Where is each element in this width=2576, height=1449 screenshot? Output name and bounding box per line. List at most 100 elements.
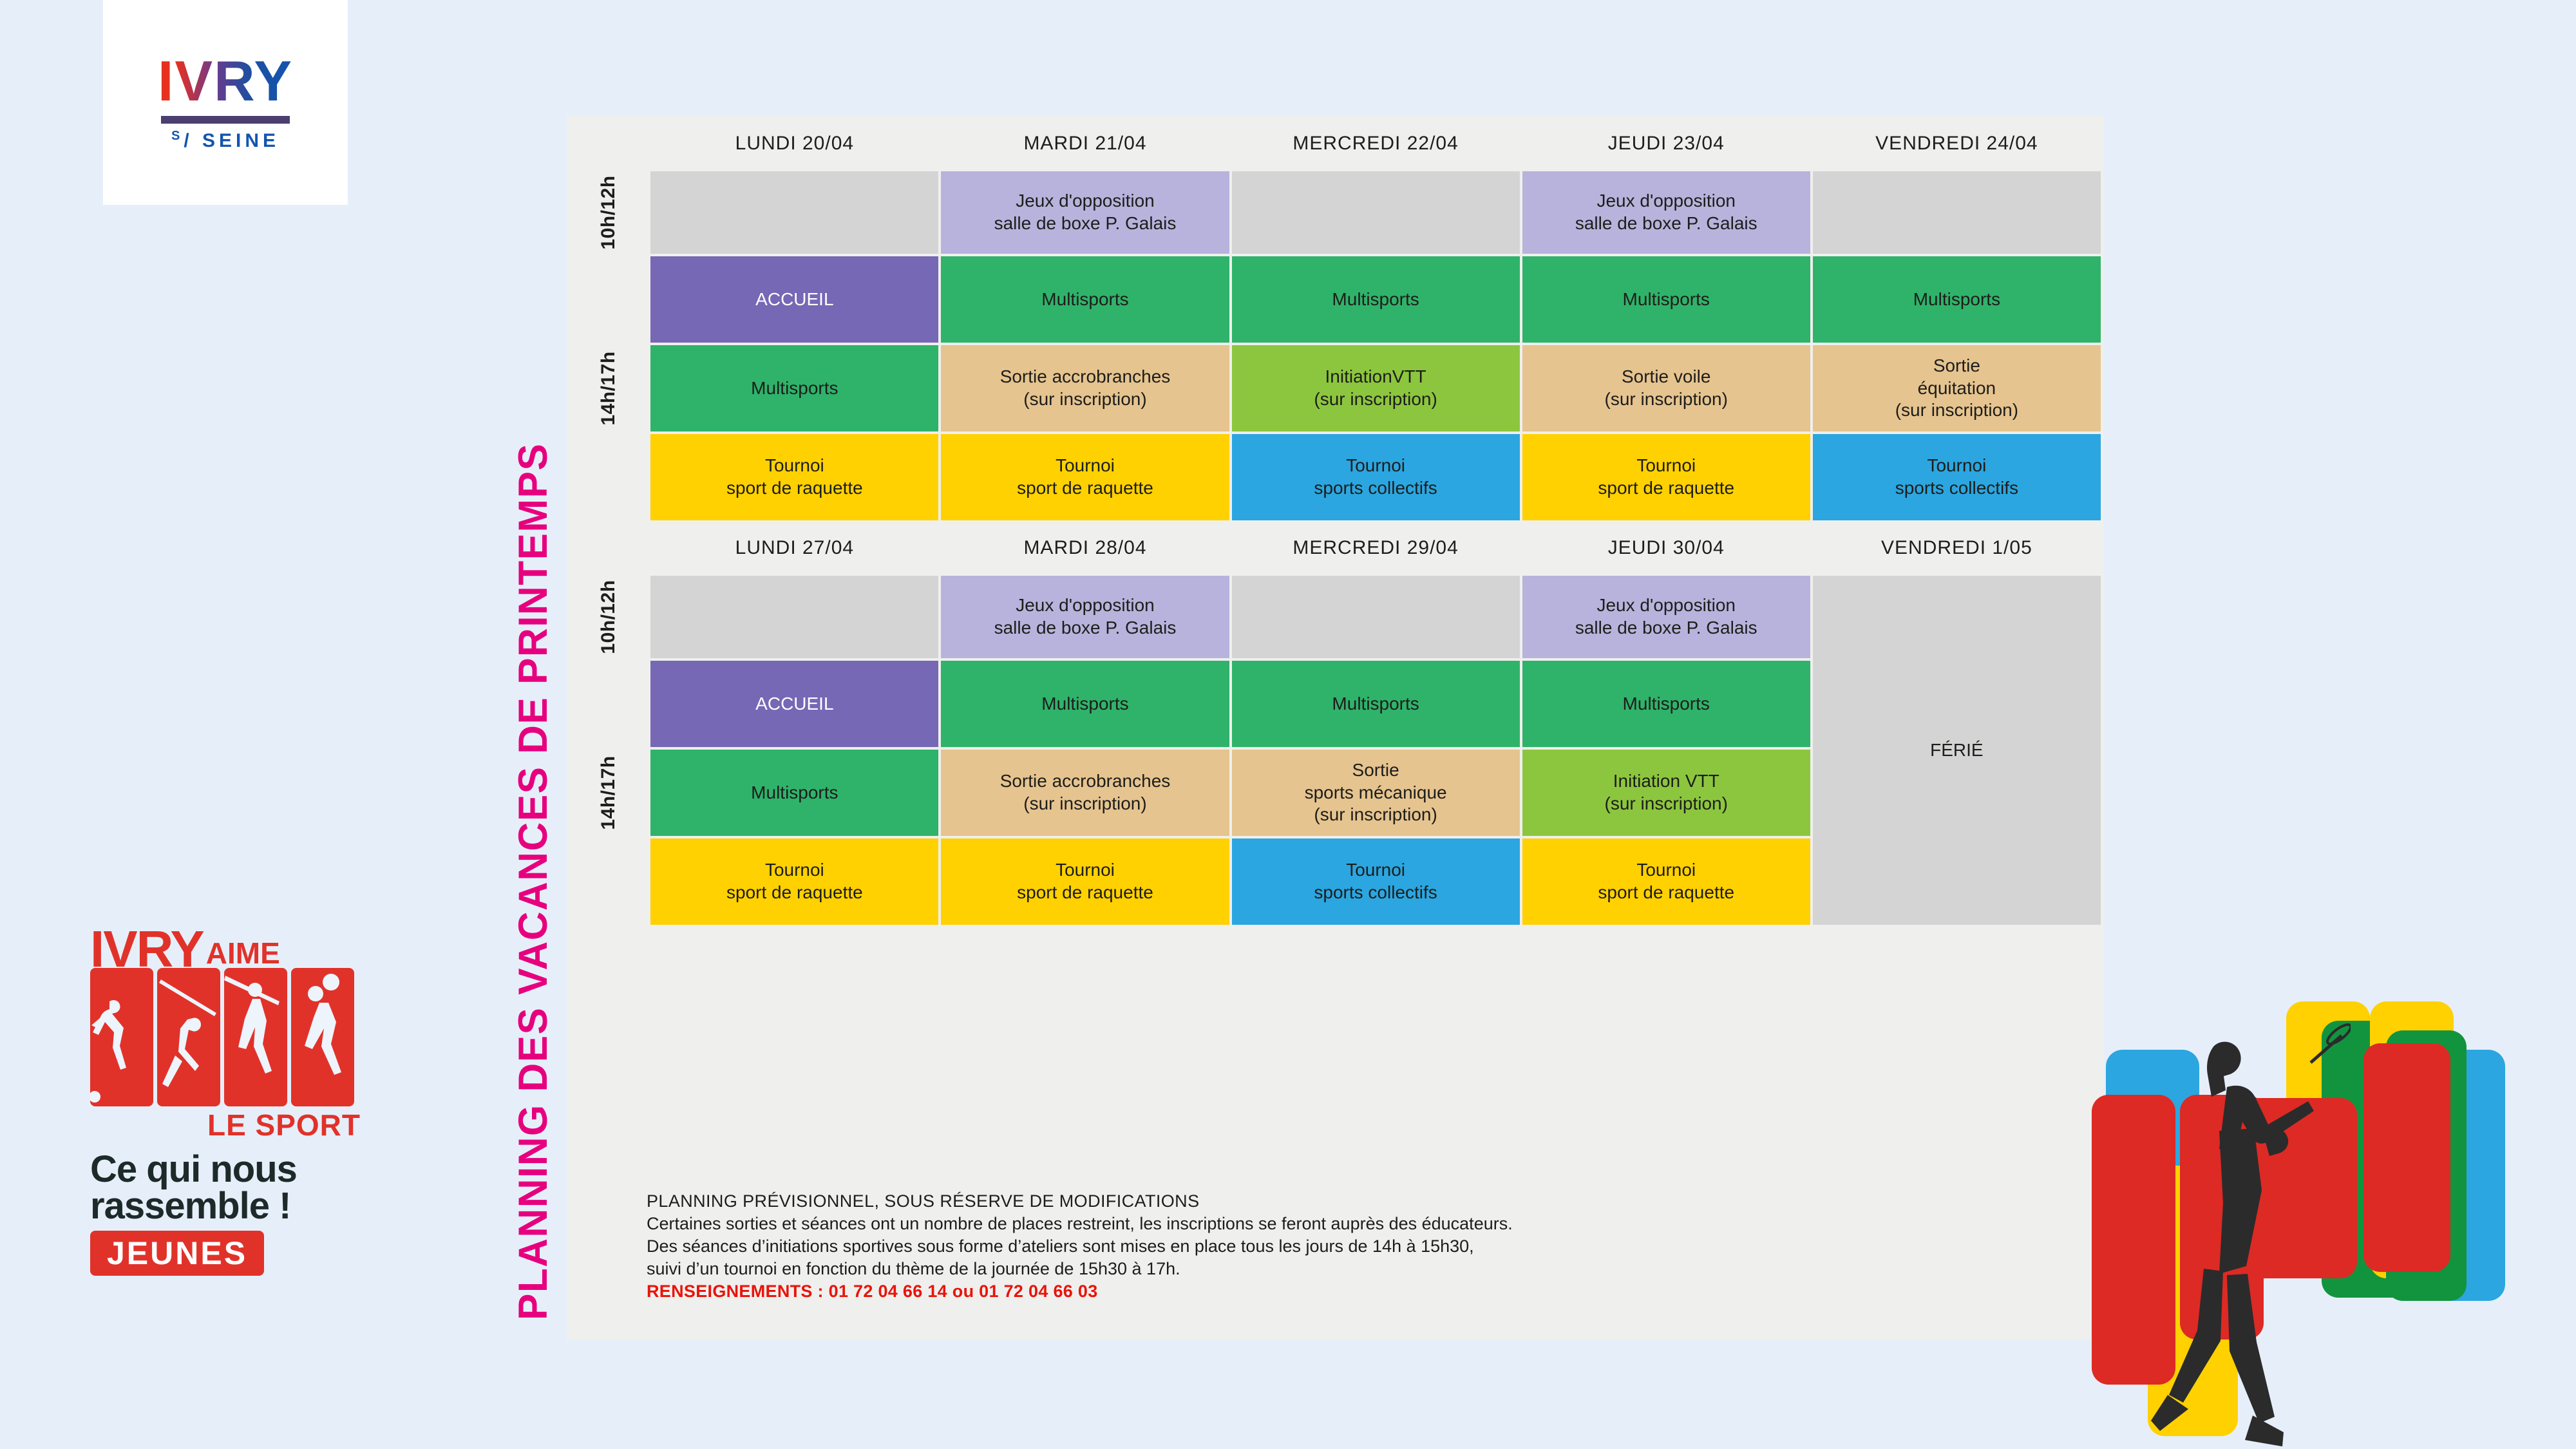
day-header-w1-3: JEUDI 23/04 (1522, 118, 1810, 169)
day-header-w2-3: JEUDI 30/04 (1522, 523, 1810, 573)
seine-subtitle: S/ SEINE (171, 129, 279, 152)
planning-cell-w1-0-4 (1812, 171, 2101, 254)
logo-divider (161, 116, 290, 124)
planning-cell-w1-3-0: Tournoi sport de raquette (650, 434, 939, 520)
planning-cell-w1-1-4: Multisports (1812, 256, 2101, 343)
table-corner (569, 118, 649, 169)
planning-panel: LUNDI 20/04 MARDI 21/04 MERCREDI 22/04 JEUD… (567, 116, 2103, 1340)
planning-header-row: LUNDI 20/04 MARDI 21/04 MERCREDI 22/04 JEUD… (569, 118, 2101, 169)
planning-cell-w1-1-0: ACCUEIL (650, 256, 939, 343)
planning-cell-w2-3-2: Tournoi sports collectifs (1231, 838, 1520, 925)
planning-cell-w2-3-0: Tournoi sport de raquette (650, 838, 939, 925)
planning-row: Tournoi sport de raquette Tournoi sport de … (569, 838, 2101, 925)
table-corner (569, 523, 649, 573)
planning-cell-w1-2-1: Sortie accrobranches (sur inscription) (941, 345, 1229, 431)
planning-row: Multisports Sortie accrobranches (sur insc… (569, 345, 2101, 431)
planning-cell-w2-0-1: Jeux d'opposition salle de boxe P. Galais (941, 576, 1229, 658)
planning-table: LUNDI 20/04 MARDI 21/04 MERCREDI 22/04 JEUD… (567, 116, 2103, 927)
ivry-wordmark: IVRY (157, 49, 294, 113)
note-line-1: PLANNING PRÉVISIONNEL, SOUS RÉSERVE DE M… (647, 1191, 1200, 1211)
day-header-w1-2: MERCREDI 22/04 (1231, 118, 1520, 169)
planning-cell-w2-2-3: Initiation VTT (sur inscription) (1522, 750, 1810, 836)
planning-cell-w2-3-3: Tournoi sport de raquette (1522, 838, 1810, 925)
badminton-player-silhouette (2151, 1023, 2351, 1446)
planning-cell-w2-2-2: Sortie sports mécanique (sur inscription) (1231, 750, 1520, 836)
day-header-w2-2: MERCREDI 29/04 (1231, 523, 1520, 573)
planning-cell-w2-1-0: ACCUEIL (650, 661, 939, 747)
time-label-text: 14h/17h (598, 351, 620, 426)
note-line-2: Certaines sorties et séances ont un nomb… (647, 1214, 1513, 1234)
time-label-text: 10h/12h (598, 580, 620, 654)
planning-cell-w2-0-0 (650, 576, 939, 658)
planning-cell-w1-2-3: Sortie voile (sur inscription) (1522, 345, 1810, 431)
day-header-w1-4: VENDREDI 24/04 (1812, 118, 2101, 169)
holiday-cell: FÉRIÉ (1812, 576, 2101, 925)
note-line-4: suivi d’un tournoi en fonction du thème … (647, 1259, 1180, 1279)
basketball-player-icon (291, 967, 354, 1106)
athlete-collage (2087, 972, 2576, 1449)
planning-row: 14h/17h ACCUEIL Multisports Multisports Mult… (569, 661, 2101, 925)
planning-cell-w1-3-1: Tournoi sport de raquette (941, 434, 1229, 520)
seine-sup: S (171, 129, 184, 143)
planning-note: PLANNING PRÉVISIONNEL, SOUS RÉSERVE DE M… (647, 1190, 2050, 1303)
time-label-afternoon-w2: 14h/17h (569, 661, 649, 925)
slogan-line-1: Ce qui nous (90, 1148, 298, 1190)
note-contact-line: RENSEIGNEMENTS : 01 72 04 66 14 ou 01 72… (647, 1282, 1098, 1302)
sport-logo-slogan: Ce qui nous rassemble ! (90, 1148, 361, 1227)
day-header-w2-4: VENDREDI 1/05 (1812, 523, 2101, 573)
planning-cell-w2-0-3: Jeux d'opposition salle de boxe P. Galais (1522, 576, 1810, 658)
day-header-w1-0: LUNDI 20/04 (650, 118, 939, 169)
slogan-line-2: rassemble ! (90, 1184, 291, 1227)
planning-cell-w1-0-0 (650, 171, 939, 254)
time-label-morning-w1: 10h/12h (569, 171, 649, 254)
javelin-thrower-icon (157, 967, 220, 1106)
time-label-afternoon-w1: 14h/17h (569, 256, 649, 520)
day-header-w2-1: MARDI 28/04 (941, 523, 1229, 573)
planning-cell-w1-3-3: Tournoi sport de raquette (1522, 434, 1810, 520)
planning-cell-w2-2-0: Multisports (650, 750, 939, 836)
ivry-logo-box: IVRY S/ SEINE (103, 0, 348, 205)
planning-row: 10h/12h Jeux d'opposition salle de boxe P.… (569, 576, 2101, 925)
javelin-athlete-icon (224, 967, 287, 1106)
planning-cell-w1-1-3: Multisports (1522, 256, 1810, 343)
planning-cell-w1-2-2: InitiationVTT (sur inscription) (1231, 345, 1520, 431)
planning-cell-w1-3-4: Tournoi sports collectifs (1812, 434, 2101, 520)
note-line-3: Des séances d’initiations sportives sous… (647, 1236, 1474, 1256)
day-header-w1-1: MARDI 21/04 (941, 118, 1229, 169)
planning-cell-w1-2-0: Multisports (650, 345, 939, 431)
planning-cell-w1-0-3: Jeux d'opposition salle de boxe P. Galais (1522, 171, 1810, 254)
planning-cell-w2-1-1: Multisports (941, 661, 1229, 747)
page-title-text: PLANNING DES VACANCES DE PRINTEMPS (511, 442, 556, 1320)
planning-cell-w2-0-2 (1231, 576, 1520, 658)
planning-cell-w2-2-1: Sortie accrobranches (sur inscription) (941, 750, 1229, 836)
planning-cell-w1-1-2: Multisports (1231, 256, 1520, 343)
jeunes-badge: JEUNES (90, 1231, 265, 1276)
planning-cell-w1-0-2 (1231, 171, 1520, 254)
time-label-morning-w2: 10h/12h (569, 576, 649, 658)
sport-logo-panels (90, 967, 361, 1106)
planning-cell-w2-3-1: Tournoi sport de raquette (941, 838, 1229, 925)
jeunes-badge-label: JEUNES (107, 1235, 248, 1272)
planning-header-row: LUNDI 27/04 MARDI 28/04 MERCREDI 29/04 JEUD… (569, 523, 2101, 573)
day-header-w2-0: LUNDI 27/04 (650, 523, 939, 573)
page-title: PLANNING DES VACANCES DE PRINTEMPS (443, 97, 556, 1320)
planning-cell-w2-1-3: Multisports (1522, 661, 1810, 747)
planning-cell-w1-1-1: Multisports (941, 256, 1229, 343)
footballer-icon (90, 967, 153, 1106)
tile-red-4 (2363, 1043, 2450, 1272)
planning-cell-w1-2-4: Sortie équitation (sur inscription) (1812, 345, 2101, 431)
planning-row: Multisports Sortie accrobranches (sur insc… (569, 750, 2101, 836)
ivry-aime-le-sport-logo: IVRY AIME (90, 920, 361, 1276)
sport-logo-lesport: LE SPORT (207, 1108, 361, 1142)
planning-row: 10h/12h Jeux d'opposition salle de boxe P.… (569, 171, 2101, 254)
sport-logo-top: IVRY AIME (90, 920, 361, 978)
planning-cell-w2-1-2: Multisports (1231, 661, 1520, 747)
sport-logo-aime: AIME (205, 936, 280, 970)
planning-table-body: LUNDI 20/04 MARDI 21/04 MERCREDI 22/04 JEUD… (569, 118, 2101, 925)
planning-row: Tournoi sport de raquette Tournoi sport de … (569, 434, 2101, 520)
planning-row: 14h/17h ACCUEIL Multisports Multisports Mult… (569, 256, 2101, 520)
planning-cell-w1-3-2: Tournoi sports collectifs (1231, 434, 1520, 520)
sport-logo-ivry: IVRY (90, 920, 205, 978)
time-label-text: 14h/17h (598, 755, 620, 830)
tile-red-1 (2092, 1095, 2175, 1385)
